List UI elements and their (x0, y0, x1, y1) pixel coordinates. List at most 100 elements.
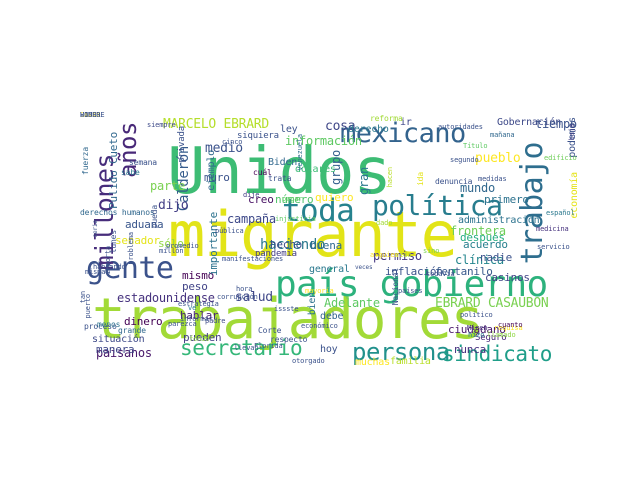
word-espanol: español (546, 209, 575, 217)
word-hablar: hablar (180, 309, 219, 322)
word-mexicano: mexicano (340, 118, 466, 149)
word-manifestaciones: manifestaciones (222, 255, 284, 263)
word-general: general (309, 264, 350, 275)
word-derecho: derecho (348, 124, 389, 135)
word-hablando: hablando (93, 263, 126, 271)
word-nunca: nunca (454, 343, 487, 356)
word-miren: Miren (467, 324, 488, 332)
word-dije: dije (243, 191, 260, 199)
word-seguro: Seguro (475, 333, 507, 343)
word-dolares: dólares (295, 164, 336, 175)
word-pandemia: pandemia (255, 249, 297, 259)
word-economico: económico (301, 322, 338, 330)
word-serie: serie (92, 220, 99, 238)
word-parezca: parezca (168, 320, 197, 328)
word-promedio: promedio (166, 242, 199, 250)
word-frontera: frontera (450, 224, 506, 238)
word-ebrard-casaubon: EBRARD CASAUBON (435, 296, 549, 311)
word-semana: semana (129, 158, 157, 167)
word-trabajadores: trabajadores (92, 287, 484, 352)
word-politica: política (372, 189, 503, 222)
word-manana: mañana (490, 131, 515, 139)
word-privada: privada (177, 126, 187, 163)
word-migrante: migrante (168, 198, 458, 271)
word-inflacion: inflación (385, 265, 443, 278)
word-siquiera: siquiera (237, 131, 279, 141)
word-cosa: cosa (325, 119, 356, 134)
word-pueblo: pueblo (475, 151, 521, 166)
word-corrupcion: corrupción (217, 293, 258, 301)
word-haciendo: haciendo (260, 237, 326, 253)
word-estadounidense: estadounidense (117, 291, 215, 305)
word-grande: grande (118, 326, 146, 335)
word-tiempo: tiempo (535, 117, 577, 131)
word-gente: gente (86, 251, 174, 286)
word-estrategia: estrategia (178, 300, 219, 308)
word-fuerza: fuerza (81, 147, 90, 175)
word-dinero: dinero (124, 315, 163, 328)
word-permiso: permiso (373, 249, 422, 263)
word-nadie: nadie (480, 251, 513, 264)
word-video: VÍDEO (80, 112, 101, 119)
word-hizo: hizo (468, 331, 485, 339)
word-denuncia: denuncia (435, 177, 473, 186)
word-numero: número (275, 193, 314, 206)
word-manera: manera (96, 343, 135, 356)
word-menos: menos (97, 320, 121, 329)
word-creo: creo (248, 193, 274, 206)
word-alguien: alguien (370, 251, 399, 259)
word-paisanos: paisanos (96, 346, 152, 360)
word-gran: gran (357, 167, 371, 195)
word-senador: senador (115, 234, 160, 247)
word-veces: veces (355, 264, 373, 271)
word-quiero: quiero (315, 191, 354, 204)
word-puerto: puerto (84, 294, 92, 319)
word-secretario: secretario (180, 336, 303, 360)
word-siempre: siempre (147, 121, 176, 129)
word-cinco: cinco (222, 138, 243, 146)
word-hecho: hecho (270, 238, 303, 251)
word-importante: importante (207, 212, 220, 277)
word-pais-gobierno: país gobierno (275, 264, 548, 305)
word-unidos: Unidos (167, 135, 392, 209)
word-adelante: Adelante (324, 296, 380, 310)
word-hacen: hacen (386, 167, 394, 188)
word-medidas: medidas (478, 175, 507, 183)
word-ve: ve (188, 304, 197, 312)
word-aduana: aduana (125, 218, 164, 231)
word-ir: ir (400, 117, 412, 128)
word-florida: Florida (254, 342, 283, 350)
word-trata: trata (268, 174, 292, 183)
word-titulo: Título (463, 142, 488, 150)
word-primero: primero (484, 193, 529, 206)
word-cuanto: cuanto (498, 321, 523, 329)
word-salud: salud (235, 290, 273, 305)
word-segundo: segundo (450, 156, 479, 164)
word-dado: dado (376, 219, 393, 227)
word-cual: cuál (253, 168, 272, 177)
word-fentanilo: fentanilo (435, 265, 493, 278)
word-bien: bien (307, 292, 318, 316)
word-pueda: pueda (150, 205, 159, 229)
word-sino: sino (423, 247, 440, 255)
word-buena: buena (310, 239, 343, 252)
word-situacion: situación (92, 334, 145, 345)
word-familia: familia (390, 356, 431, 367)
word-hombre: HOMBRE (80, 112, 105, 119)
word-sindicato: sindicato (442, 342, 553, 366)
word-misma: misma (85, 268, 106, 276)
word-paises: países (398, 287, 423, 295)
word-casinos: casinos (485, 271, 530, 284)
word-peso: peso (182, 280, 208, 293)
word-gobernacion: Gobernación (497, 117, 562, 128)
word-llamado: llamado (487, 331, 516, 339)
word-reforma: reforma (370, 114, 403, 123)
word-campana: campaña (227, 212, 276, 226)
word-derechos-humanos: derechos humanos (80, 208, 155, 217)
word-biden: Biden (268, 157, 298, 168)
word-medicina: medicina (536, 225, 569, 233)
word-persona: persona (352, 338, 450, 366)
word-parte: parte (150, 179, 185, 193)
word-requisa: requisa (494, 324, 523, 332)
word-corte: Corte (258, 326, 282, 335)
